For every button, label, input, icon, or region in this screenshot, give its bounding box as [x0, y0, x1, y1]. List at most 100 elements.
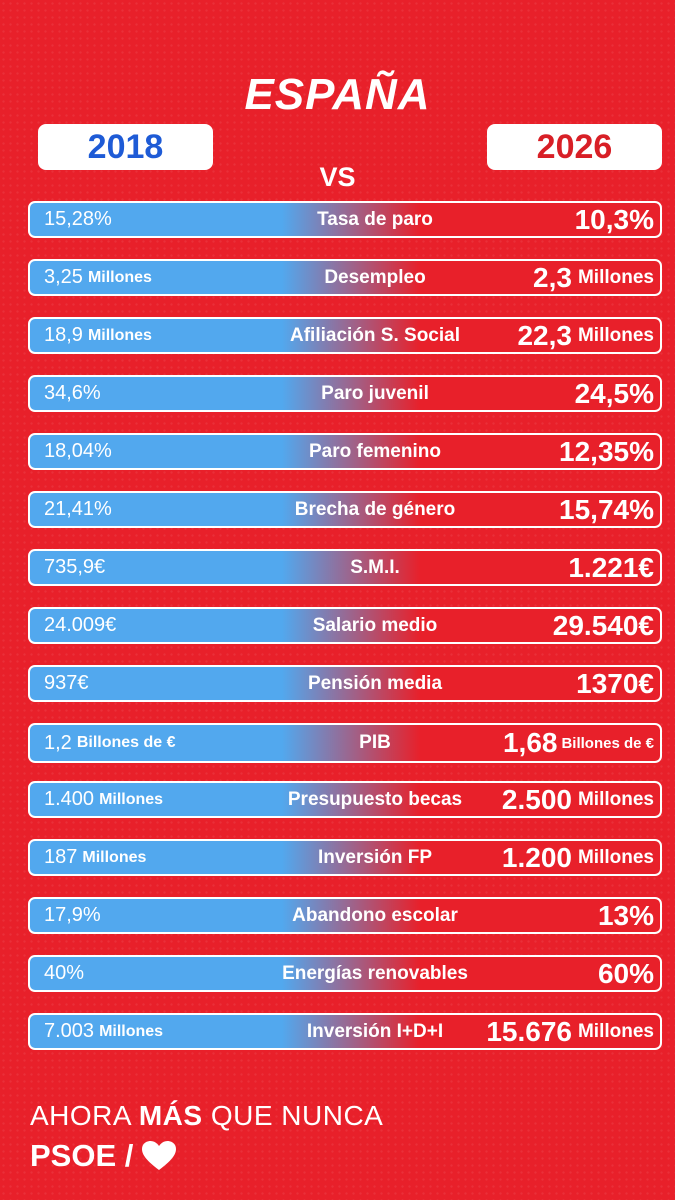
indicator-label: Pensión media	[307, 672, 443, 694]
value-2026: 15,74%	[559, 493, 654, 526]
value-2018: 34,6%	[44, 377, 101, 410]
value-2026-number: 2,3	[533, 261, 572, 293]
value-2018-number: 1,2	[44, 731, 72, 754]
value-2026: 22,3 Millones	[517, 319, 654, 352]
value-2026-number: 1,68	[502, 727, 558, 758]
value-2026-number: 1.221€	[568, 551, 654, 583]
value-2026-number: 2.500	[501, 783, 572, 815]
indicator-label: S.M.I.	[350, 556, 400, 578]
value-2026: 10,3%	[575, 203, 654, 236]
value-2026-number: 1370€	[576, 667, 654, 699]
comparison-row: 18,04% Paro femenino 12,35%	[28, 433, 662, 470]
value-2026: 2,3 Millones	[533, 261, 654, 294]
value-2026-number: 10,3%	[574, 203, 654, 235]
comparison-row: 187 Millones Inversión FP 1.200 Millones	[28, 839, 662, 876]
value-2026: 1370€	[576, 667, 654, 700]
value-2018: 40%	[44, 957, 84, 990]
comparison-row: 17,9% Abandono escolar 13%	[28, 897, 662, 934]
value-2018-unit: Millones	[87, 326, 152, 344]
value-2018: 7.003 Millones	[44, 1015, 163, 1048]
value-2026: 15.676 Millones	[486, 1015, 654, 1048]
slogan: AHORA MÁS QUE NUNCA	[30, 1100, 383, 1132]
indicator-label: Energías renovables	[282, 962, 468, 984]
value-2026-number: 13%	[597, 899, 654, 931]
value-2026-number: 15.676	[486, 1015, 572, 1047]
comparison-row: 1,2 Billones de € PIB 1,68 Billones de €	[28, 723, 662, 763]
comparison-row: 24.009€ Salario medio 29.540€	[28, 607, 662, 644]
value-2018-number: 18,9	[44, 324, 83, 346]
indicator-label: Afiliación S. Social	[290, 324, 460, 346]
value-2018-unit: Billones de €	[76, 734, 176, 751]
value-2018-number: 40%	[44, 962, 85, 984]
value-2026-number: 29.540€	[552, 609, 654, 641]
heart-icon	[142, 1141, 177, 1170]
value-2026-number: 60%	[597, 957, 654, 989]
indicator-label: Paro femenino	[309, 440, 441, 462]
value-2018: 18,9 Millones	[44, 319, 152, 352]
comparison-row: 21,41% Brecha de género 15,74%	[28, 491, 662, 528]
value-2018: 15,28%	[44, 203, 112, 236]
value-2018: 17,9%	[44, 899, 101, 932]
value-2026-unit: Millones	[577, 324, 654, 346]
value-2026: 2.500 Millones	[502, 783, 654, 816]
comparison-list: 15,28% Tasa de paro 10,3% 3,25 Millones Desem…	[28, 201, 662, 1071]
comparison-row: 18,9 Millones Afiliación S. Social 22,3 Mill…	[28, 317, 662, 354]
comparison-row: 937€ Pensión media 1370€	[28, 665, 662, 702]
year-right-badge: 2026	[487, 124, 662, 170]
value-2026: 24,5%	[575, 377, 654, 410]
comparison-row: 7.003 Millones Inversión I+D+I 15.676 Millon…	[28, 1013, 662, 1050]
value-2026: 1,68 Billones de €	[503, 725, 654, 761]
value-2018-number: 937€	[44, 672, 89, 694]
indicator-label: Presupuesto becas	[287, 788, 463, 810]
comparison-row: 15,28% Tasa de paro 10,3%	[28, 201, 662, 238]
value-2018-number: 3,25	[44, 266, 83, 288]
comparison-row: 34,6% Paro juvenil 24,5%	[28, 375, 662, 412]
value-2018: 3,25 Millones	[44, 261, 152, 294]
value-2018-unit: Millones	[82, 848, 147, 866]
comparison-row: 1.400 Millones Presupuesto becas 2.500 Millo…	[28, 781, 662, 818]
value-2018: 24.009€	[44, 609, 116, 642]
value-2026-number: 22,3	[517, 319, 572, 351]
value-2018: 937€	[44, 667, 89, 700]
value-2018: 735,9€	[44, 551, 105, 584]
value-2018-number: 7.003	[44, 1020, 95, 1042]
value-2026-unit: Millones	[577, 788, 654, 810]
indicator-label: Salario medio	[312, 614, 438, 636]
value-2026-unit: Billones de €	[561, 734, 654, 752]
value-2026: 1.200 Millones	[502, 841, 654, 874]
indicator-label: Desempleo	[324, 266, 426, 288]
value-2026: 1.221€	[568, 551, 654, 584]
value-2018-unit: Millones	[87, 268, 152, 286]
value-2018-number: 18,04%	[44, 440, 112, 462]
year-left-badge: 2018	[38, 124, 213, 170]
value-2026: 60%	[598, 957, 654, 990]
indicator-label: Tasa de paro	[317, 208, 433, 230]
value-2026: 12,35%	[559, 435, 654, 468]
value-2026-number: 12,35%	[559, 435, 654, 467]
slogan-bold: MÁS	[138, 1100, 203, 1131]
value-2018-number: 15,28%	[44, 208, 112, 230]
value-2018-unit: Millones	[99, 1022, 164, 1040]
value-2018: 1,2 Billones de €	[44, 725, 176, 761]
value-2018-unit: Millones	[99, 790, 164, 808]
value-2018: 1.400 Millones	[44, 783, 163, 816]
value-2018-number: 1.400	[44, 788, 95, 810]
value-2018-number: 187	[44, 846, 78, 868]
brand-logo: PSOE /	[30, 1138, 177, 1174]
indicator-label: Inversión I+D+I	[306, 1020, 444, 1042]
value-2018-number: 17,9%	[44, 904, 101, 926]
value-2026-unit: Millones	[577, 266, 654, 288]
page-title: ESPAÑA	[244, 70, 431, 119]
value-2026-number: 15,74%	[559, 493, 654, 525]
slogan-part-2: QUE NUNCA	[210, 1100, 384, 1131]
brand-text: PSOE /	[30, 1138, 134, 1173]
comparison-row: 40% Energías renovables 60%	[28, 955, 662, 992]
value-2018-number: 24.009€	[44, 614, 117, 636]
value-2026: 13%	[598, 899, 654, 932]
comparison-row: 735,9€ S.M.I. 1.221€	[28, 549, 662, 586]
indicator-label: PIB	[359, 732, 391, 753]
vs-label: VS	[319, 162, 356, 192]
value-2026-unit: Millones	[577, 1020, 654, 1042]
value-2026-unit: Millones	[577, 846, 654, 868]
indicator-label: Inversión FP	[317, 846, 433, 868]
